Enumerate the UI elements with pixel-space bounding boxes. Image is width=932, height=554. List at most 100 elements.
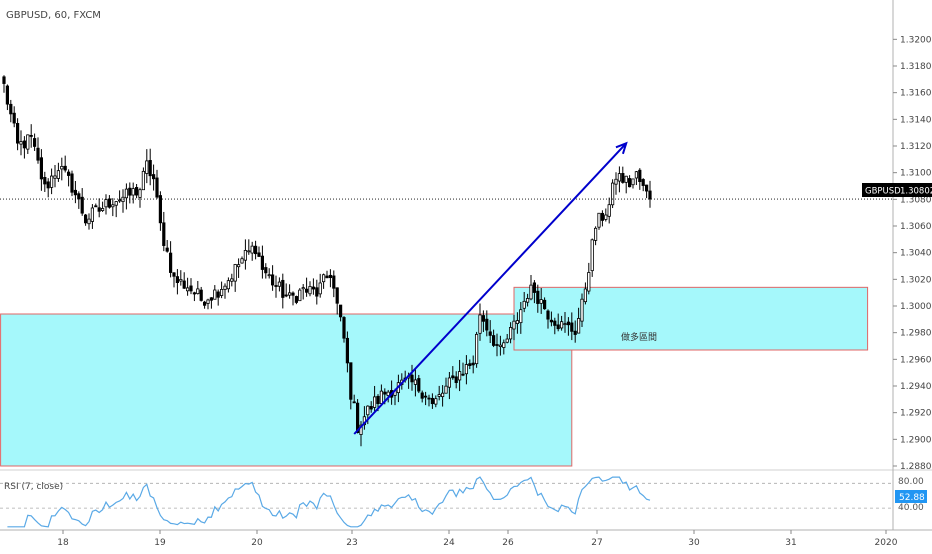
candle-body-down: [15, 123, 20, 144]
chart-title: GBPUSD, 60, FXCM: [6, 10, 101, 21]
candle: [155, 169, 159, 199]
candle: [345, 331, 350, 373]
candle: [427, 394, 431, 407]
candle: [12, 106, 16, 128]
candle: [128, 182, 132, 204]
candle: [522, 291, 526, 313]
candle-body-down: [311, 286, 316, 290]
x-tick-label: 18: [57, 538, 69, 548]
candle-body-down: [570, 322, 574, 332]
candle: [118, 190, 122, 203]
candle-body-up: [298, 289, 302, 302]
candle-body-down: [274, 285, 278, 287]
x-tick-label: 30: [688, 538, 700, 548]
y-tick-label: 1.30800: [900, 195, 932, 205]
candle: [478, 303, 482, 341]
candle-body-up: [233, 264, 237, 282]
candle-body-up: [607, 204, 611, 217]
candle-body-up: [196, 288, 200, 295]
candle-body-down: [549, 319, 554, 323]
candle-body-up: [101, 208, 105, 211]
candle-body-down: [70, 173, 74, 193]
candle: [226, 277, 230, 293]
candle-body-down: [543, 299, 547, 310]
candle: [417, 374, 421, 394]
candle: [202, 300, 207, 309]
candle: [281, 273, 285, 309]
candle: [617, 166, 622, 193]
candle: [621, 166, 625, 184]
candle-body-up: [464, 364, 469, 375]
candle-body-up: [111, 204, 115, 208]
candle: [175, 269, 179, 295]
candle-body-down: [294, 296, 299, 303]
candle-body-down: [638, 169, 642, 182]
candle: [253, 240, 258, 260]
candle-body-down: [281, 279, 285, 298]
candle-body-up: [90, 207, 94, 222]
candle: [577, 307, 581, 334]
candle: [284, 283, 288, 298]
candle: [97, 198, 101, 218]
candle: [63, 155, 67, 173]
candle-body-down: [556, 324, 560, 330]
candle-body-up: [118, 199, 122, 202]
candle: [213, 285, 217, 300]
candle: [556, 313, 560, 332]
candle-body-down: [264, 267, 268, 274]
candle-body-up: [498, 344, 503, 348]
x-tick-label: 23: [346, 538, 357, 548]
candle: [151, 164, 156, 191]
candle: [162, 211, 166, 252]
price-tag-value: 1.30802: [900, 187, 932, 197]
candle-body-down: [36, 147, 40, 161]
y-tick-label: 1.28800: [900, 462, 932, 472]
candle-body-up: [131, 188, 135, 196]
candle-body-up: [56, 170, 61, 179]
candle-body-up: [366, 405, 370, 416]
candle: [39, 149, 44, 191]
candle: [250, 241, 254, 261]
candle: [124, 183, 128, 210]
candle: [199, 286, 203, 302]
candle: [488, 320, 492, 344]
candle-body-up: [502, 342, 506, 348]
candle-body-up: [230, 278, 234, 282]
candle-body-down: [128, 187, 132, 196]
candle: [294, 295, 299, 305]
candle-body-down: [199, 289, 203, 301]
candle-body-up: [60, 165, 64, 170]
candle-body-down: [383, 391, 387, 395]
candle: [73, 181, 77, 204]
candle-body-down: [553, 320, 557, 326]
candle: [216, 289, 220, 306]
candle: [543, 297, 547, 310]
candle: [94, 203, 98, 208]
candle: [145, 149, 149, 184]
rsi-value-tag: 52.88: [899, 493, 925, 503]
candle-body-up: [50, 175, 54, 188]
candle: [349, 362, 353, 410]
candle-body-up: [508, 327, 513, 340]
candle-body-up: [138, 189, 142, 198]
trend-arrow-line[interactable]: [353, 142, 627, 435]
candle-body-up: [434, 398, 438, 405]
candle: [114, 201, 118, 218]
candle-body-down: [84, 214, 88, 224]
candle-body-up: [505, 338, 509, 343]
candle: [335, 287, 339, 315]
candle-body-down: [158, 195, 162, 224]
candle-body-down: [5, 85, 9, 105]
rsi-pane: [0, 469, 932, 528]
candle-body-down: [148, 160, 152, 177]
candle-body-up: [580, 298, 584, 322]
candle-body-down: [94, 205, 98, 208]
candle: [15, 118, 20, 151]
candle-body-down: [621, 173, 625, 183]
candle: [519, 302, 523, 334]
candle-body-down: [73, 189, 77, 196]
candle-body-down: [46, 181, 50, 189]
candle-body-up: [587, 272, 591, 292]
candle: [594, 226, 598, 246]
